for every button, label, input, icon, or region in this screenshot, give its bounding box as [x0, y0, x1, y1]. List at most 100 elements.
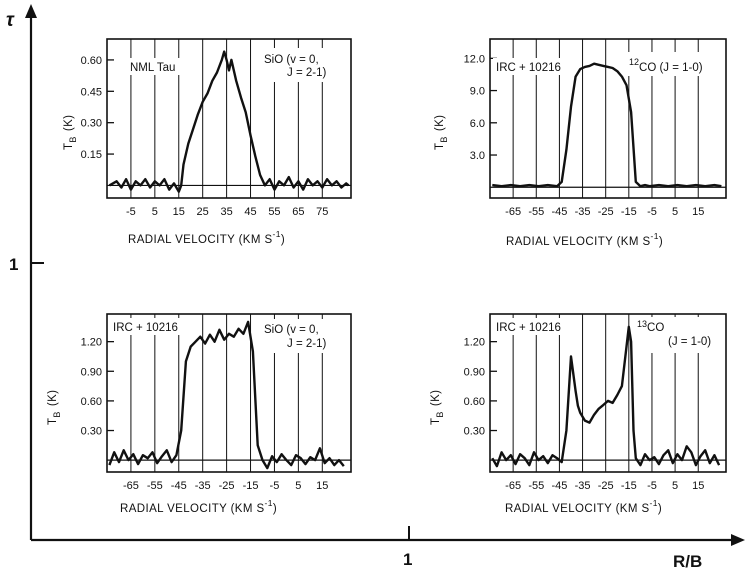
- x-tick-label: -15: [243, 480, 259, 492]
- y-tick-label: 0.30: [81, 426, 102, 438]
- x-tick-label: 15: [692, 480, 704, 492]
- y-tick-label: 0.90: [464, 366, 485, 378]
- x-tick-label: -5: [270, 480, 280, 492]
- x-tick-label: -65: [123, 480, 139, 492]
- outer-y-arrow: [25, 4, 37, 18]
- line-label: 13CO: [637, 319, 664, 334]
- outer-axes: τ 1 1 R/B: [6, 4, 745, 570]
- y-tick-label: 1.20: [81, 337, 102, 349]
- x-tick-label: -25: [598, 206, 614, 218]
- y-tick-label: 0.15: [81, 149, 102, 161]
- spectrum-line: [492, 62, 722, 188]
- outer-x-arrow: [731, 534, 745, 546]
- line-label-bg: [258, 319, 348, 353]
- y-tick-label: 0.30: [464, 426, 485, 438]
- x-tick-label: -25: [219, 480, 235, 492]
- y-tick-label: 0.60: [81, 55, 102, 67]
- y-axis-label: TB(K): [430, 390, 445, 425]
- x-tick-label: -35: [575, 206, 591, 218]
- x-tick-label: 5: [672, 206, 678, 218]
- source-label: IRC + 10216: [496, 322, 561, 334]
- source-label-bg: [493, 58, 575, 75]
- x-tick-label: -15: [621, 480, 637, 492]
- y-axis-label: TB(K): [63, 115, 78, 150]
- plot-frame: [106, 38, 352, 199]
- x-tick-label: -55: [528, 480, 544, 492]
- svg-text:TB(K): TB(K): [47, 390, 62, 425]
- y-axis-label: TB(K): [434, 115, 449, 150]
- x-tick-labels: -65 -55 -45 -35 -25 -15 -5 5 15: [505, 480, 704, 492]
- x-tick-label: 15: [173, 206, 185, 218]
- y-tick-labels: 0.30 0.60 0.90 1.20: [464, 337, 485, 438]
- x-tick-label: -25: [598, 480, 614, 492]
- x-axis-label: RADIAL VELOCITY (KM S-1): [505, 498, 662, 515]
- y-tick-label: 0.60: [464, 396, 485, 408]
- line-label: SiO (v = 0,: [264, 324, 319, 336]
- y-tick-label: 12.0: [464, 53, 485, 65]
- y-tick-label: 9.0: [470, 86, 485, 98]
- line-label: SiO (v = 0,: [264, 54, 319, 66]
- x-tick-labels: -5 5 15 25 35 45 55 65 75: [126, 206, 328, 218]
- svg-text:TB(K): TB(K): [63, 115, 78, 150]
- y-tick-label: 0.30: [81, 118, 102, 130]
- source-label: IRC + 10216: [113, 322, 178, 334]
- x-tick-label: -35: [575, 480, 591, 492]
- y-tick-label: 0.90: [81, 366, 102, 378]
- plot-frame: [489, 313, 727, 473]
- line-label: 12CO (J = 1-0): [629, 57, 703, 74]
- x-tick-label: 15: [692, 206, 704, 218]
- x-tick-label: 45: [244, 206, 256, 218]
- line-label-2: J = 2-1): [287, 338, 326, 350]
- x-tick-labels: -65 -55 -45 -35 -25 -15 -5 5 15: [123, 480, 328, 492]
- x-tick-label: -5: [647, 206, 657, 218]
- y-tick-marks: [107, 59, 114, 155]
- y-tick-labels: 0.30 0.60 0.90 1.20: [81, 337, 102, 438]
- spectrum-line: [108, 50, 350, 193]
- source-label-bg: [126, 58, 196, 75]
- y-tick-labels: 0.15 0.30 0.45 0.60: [81, 55, 102, 161]
- x-tick-label: -15: [621, 206, 637, 218]
- x-tick-label: 5: [295, 480, 301, 492]
- y-tick-labels: 3.0 6.0 9.0 12.0: [464, 53, 485, 162]
- x-axis-label: RADIAL VELOCITY (KM S-1): [506, 231, 663, 248]
- y-axis-label: TB(K): [47, 390, 62, 425]
- source-label-bg: [110, 318, 192, 335]
- panel-irc10216-12co: -65 -55 -45 -35 -25 -15 -5 5 15 3.06.09.012.0 IR…: [434, 38, 727, 248]
- x-tick-label: 55: [268, 206, 280, 218]
- x-tick-label: 15: [316, 480, 328, 492]
- plot-frame: [106, 313, 352, 473]
- y-tick-label: 0.45: [81, 86, 102, 98]
- line-label-bg: [625, 52, 723, 76]
- outer-x-label: R/B: [673, 552, 702, 570]
- source-label-bg: [493, 318, 575, 335]
- y-tick-marks: [107, 340, 114, 432]
- y-tick-label: 3.0: [470, 150, 485, 162]
- x-tick-label: 5: [152, 206, 158, 218]
- x-tick-label: 75: [316, 206, 328, 218]
- x-tick-label: -55: [147, 480, 163, 492]
- plot-frame: [489, 38, 727, 199]
- panel-irc10216-sio: -65 -55 -45 -35 -25 -15 -5 5 15 0.300.600.901.20…: [47, 313, 352, 515]
- line-label-bg: [635, 317, 725, 353]
- panel-irc10216-13co: -65 -55 -45 -35 -25 -15 -5 5 15 0.300.600.901.20…: [430, 313, 727, 515]
- x-tick-label: 25: [197, 206, 209, 218]
- line-label-bg: [258, 48, 346, 82]
- line-label-2: J = 2-1): [287, 67, 326, 79]
- outer-y-tick-label: 1: [9, 255, 18, 274]
- outer-y-label: τ: [6, 10, 15, 31]
- x-tick-label: -35: [195, 480, 211, 492]
- x-tick-label: -5: [126, 206, 136, 218]
- x-tick-label: 5: [672, 480, 678, 492]
- x-tick-label: -45: [171, 480, 187, 492]
- y-tick-label: 6.0: [470, 118, 485, 130]
- y-tick-label: 1.20: [464, 337, 485, 349]
- x-tick-label: -65: [505, 480, 521, 492]
- x-axis-label: RADIAL VELOCITY (KM S-1): [128, 229, 285, 246]
- x-tick-label: -65: [505, 206, 521, 218]
- panel-nml-tau-sio: -5 5 15 25 35 45 55 65 75 0.15 0.30 0.45 0.60 NML T…: [63, 38, 352, 246]
- line-label-2: (J = 1-0): [668, 336, 711, 348]
- x-tick-label: -5: [647, 480, 657, 492]
- outer-x-tick-label: 1: [403, 550, 412, 569]
- source-label: IRC + 10216: [496, 62, 561, 74]
